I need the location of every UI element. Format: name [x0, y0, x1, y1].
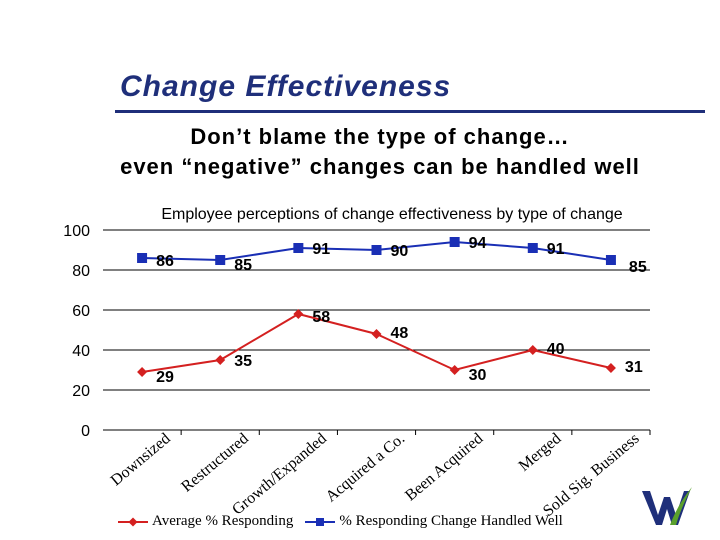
data-label: 58 — [312, 309, 330, 326]
data-point — [137, 253, 148, 263]
data-label: 30 — [469, 367, 487, 384]
data-label: 91 — [312, 241, 330, 258]
legend-item-handled: % Responding Change Handled Well — [305, 513, 563, 530]
data-label: 91 — [547, 241, 565, 258]
x-tick-label: Restructured — [178, 430, 252, 496]
data-point — [293, 309, 304, 319]
data-label: 85 — [234, 257, 252, 274]
subtitle-line-1: Don’t blame the type of change… — [190, 124, 570, 149]
data-label: 85 — [629, 259, 647, 276]
y-tick-label: 20 — [72, 383, 90, 400]
y-tick-label: 80 — [72, 263, 90, 280]
y-axis: 0 20 40 60 80 100 — [63, 223, 90, 440]
data-label: 31 — [625, 359, 643, 376]
legend-item-average: Average % Responding — [118, 513, 293, 530]
x-tick-label: Downsized — [108, 430, 174, 489]
data-point — [371, 245, 382, 255]
subtitle-line-2: even “negative” changes can be handled w… — [120, 154, 640, 179]
data-label: 90 — [391, 243, 409, 260]
chart-legend: Average % Responding % Responding Change… — [118, 513, 575, 530]
data-point — [449, 365, 460, 375]
data-point — [449, 237, 460, 247]
page-subtitle: Don’t blame the type of change… even “ne… — [60, 122, 700, 182]
data-point — [527, 345, 538, 355]
data-label: 35 — [234, 353, 252, 370]
y-tick-label: 0 — [81, 423, 90, 440]
data-label: 40 — [547, 341, 565, 358]
data-point — [293, 243, 304, 253]
title-underline — [115, 110, 705, 113]
data-point — [605, 363, 616, 373]
data-point — [527, 243, 538, 253]
series-1: 86 85 91 90 94 91 85 — [137, 235, 647, 276]
legend-label-average: Average % Responding — [152, 513, 294, 529]
x-tick-label: Been Acquired — [402, 430, 486, 504]
data-label: 48 — [391, 325, 409, 342]
data-point — [215, 255, 226, 265]
legend-label-handled: % Responding Change Handled Well — [339, 513, 563, 529]
page-title: Change Effectiveness — [120, 70, 452, 103]
x-axis: Downsized RestructuredGrowth/ExpandedAcqu… — [108, 430, 651, 520]
x-tick-label: Acquired a Co. — [323, 430, 408, 506]
data-point — [137, 367, 148, 377]
y-tick-label: 40 — [72, 343, 90, 360]
y-tick-label: 60 — [72, 303, 90, 320]
gridlines — [103, 229, 650, 431]
x-tick-label: Merged — [516, 430, 565, 475]
data-label: 94 — [469, 235, 487, 252]
data-label: 29 — [156, 369, 174, 386]
series-layer: 29 35 58 48 30 40 31 86 85 91 90 94 91 85 — [137, 235, 647, 386]
company-logo — [642, 487, 692, 525]
data-point — [215, 355, 226, 365]
data-label: 86 — [156, 253, 174, 270]
legend-swatch-average — [118, 515, 148, 529]
legend-swatch-handled — [305, 515, 336, 529]
series-0: 29 35 58 48 30 40 31 — [137, 309, 643, 386]
y-tick-label: 100 — [63, 223, 90, 240]
data-point — [605, 255, 616, 265]
data-point — [371, 329, 382, 339]
series-line — [141, 312, 612, 373]
chart-title: Employee perceptions of change effective… — [161, 206, 622, 223]
